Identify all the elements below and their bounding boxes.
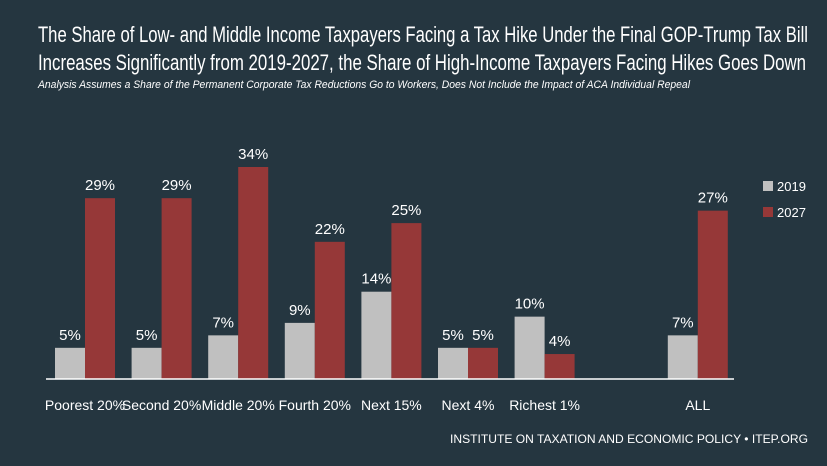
bars: 5% 29% Poorest 20% 5% 29% Second 20% 7% 34% Midd… xyxy=(45,146,728,413)
x-tick-label: Richest 1% xyxy=(509,397,580,413)
data-label-2027-5: 5% xyxy=(472,327,494,344)
data-label-2019-1: 5% xyxy=(136,327,158,344)
legend-swatch-2019 xyxy=(763,181,773,191)
bar-2019-5 xyxy=(438,347,468,379)
data-label-2027-6: 4% xyxy=(549,333,571,350)
data-label-2019-3: 9% xyxy=(289,302,311,319)
bar-2027-4 xyxy=(391,223,422,379)
legend-label-2027: 2027 xyxy=(777,205,806,220)
bar-2027-1 xyxy=(161,198,192,379)
bar-2027-2 xyxy=(238,167,269,379)
chart-title-line-2: Increases Significantly from 2019-2027, … xyxy=(38,50,806,75)
bar-2027-0 xyxy=(85,198,115,379)
data-label-2027-1: 29% xyxy=(162,177,192,194)
x-tick-label: Next 4% xyxy=(442,397,495,413)
bar-2019-6 xyxy=(514,316,545,379)
data-label-2019-0: 5% xyxy=(59,327,81,344)
bar-2019-7 xyxy=(667,335,698,379)
x-tick-label: ALL xyxy=(685,397,710,413)
bar-2019-4 xyxy=(361,291,392,379)
data-label-2027-2: 34% xyxy=(238,146,268,163)
data-label-2019-2: 7% xyxy=(212,314,234,331)
x-tick-label: Fourth 20% xyxy=(279,397,351,413)
bar-2027-7 xyxy=(697,210,728,379)
legend: 2019 2027 xyxy=(763,179,806,220)
data-label-2019-7: 7% xyxy=(672,314,694,331)
bar-2019-1 xyxy=(131,347,162,379)
bar-2019-3 xyxy=(284,322,315,379)
x-tick-label: Second 20% xyxy=(122,397,201,413)
x-tick-label: Middle 20% xyxy=(202,397,275,413)
data-label-2019-4: 14% xyxy=(361,271,391,288)
bar-2027-3 xyxy=(314,241,345,379)
data-label-2027-3: 22% xyxy=(315,221,345,238)
chart-subtitle: Analysis Assumes a Share of the Permanen… xyxy=(37,79,690,91)
x-tick-label: Poorest 20% xyxy=(45,397,125,413)
footer-source: INSTITUTE ON TAXATION AND ECONOMIC POLIC… xyxy=(450,432,808,446)
bar-2027-5 xyxy=(468,347,498,379)
legend-label-2019: 2019 xyxy=(777,179,806,194)
data-label-2027-0: 29% xyxy=(85,177,115,194)
bar-2027-6 xyxy=(544,354,575,379)
data-label-2027-7: 27% xyxy=(698,190,728,207)
x-tick-label: Next 15% xyxy=(361,397,422,413)
legend-swatch-2027 xyxy=(763,207,773,217)
data-label-2019-5: 5% xyxy=(442,327,464,344)
bar-2019-0 xyxy=(55,347,85,379)
chart-title-line-1: The Share of Low- and Middle Income Taxp… xyxy=(38,22,808,47)
data-label-2027-4: 25% xyxy=(391,202,421,219)
data-label-2019-6: 10% xyxy=(515,296,545,313)
bar-2019-2 xyxy=(208,335,239,379)
